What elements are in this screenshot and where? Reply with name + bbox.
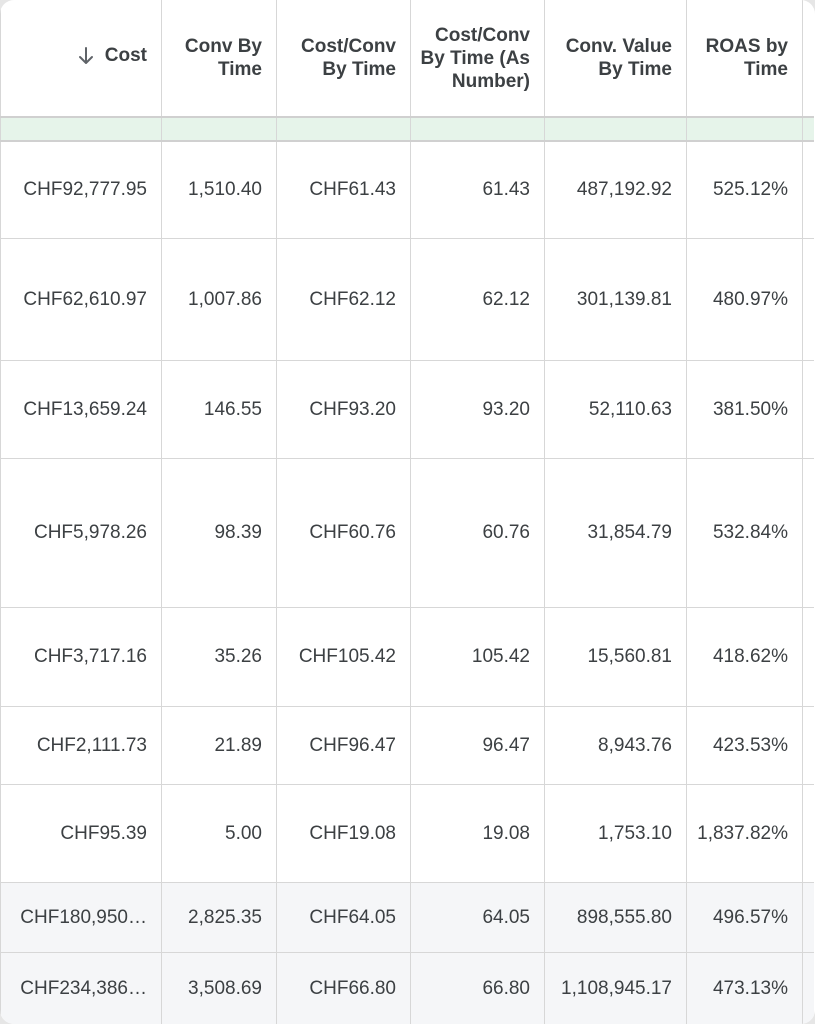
cell-conv-by-time: 35.26 — [161, 607, 277, 707]
cell-cost: CHF3,717.16 — [0, 607, 162, 707]
column-header-cost[interactable]: Cost — [0, 0, 162, 118]
cell-cost-per-conv: CHF60.76 — [276, 458, 411, 608]
cell-spacer — [802, 784, 814, 883]
total-row[interactable]: CHF234,386… 3,508.69 CHF66.80 66.80 1,108,94… — [0, 952, 814, 1024]
cell-cost-per-conv-number: 64.05 — [410, 882, 545, 953]
column-header-label: ROAS by Time — [705, 36, 788, 80]
cell-roas: 496.57% — [686, 882, 803, 953]
cell-conv-value: 487,192.92 — [544, 141, 687, 239]
cell-cost: CHF234,386… — [0, 952, 162, 1024]
table-row[interactable]: CHF62,610.97 1,007.86 CHF62.12 62.12 301,139… — [0, 238, 814, 361]
column-header-conv-by-time[interactable]: Conv By Time — [161, 0, 277, 118]
cell-spacer — [802, 706, 814, 785]
column-header-cost-per-conv-as-number[interactable]: Cost/Conv By Time (As Number) — [410, 0, 545, 118]
sort-descending-icon[interactable] — [77, 46, 95, 66]
cell-cost-per-conv: CHF64.05 — [276, 882, 411, 953]
table-row[interactable]: CHF92,777.95 1,510.40 CHF61.43 61.43 487,192… — [0, 141, 814, 239]
column-header-conv-value-by-time[interactable]: Conv. Value By Time — [544, 0, 687, 118]
cell-roas: 480.97% — [686, 238, 803, 361]
cell-roas: 381.50% — [686, 360, 803, 459]
cell-conv-by-time: 3,508.69 — [161, 952, 277, 1024]
cell-roas: 525.12% — [686, 141, 803, 239]
cell-cost-per-conv-number: 93.20 — [410, 360, 545, 459]
cell-cost: CHF62,610.97 — [0, 238, 162, 361]
cell-roas: 423.53% — [686, 706, 803, 785]
cell-cost-per-conv: CHF61.43 — [276, 141, 411, 239]
highlight-row — [0, 117, 814, 142]
cell-conv-by-time: 146.55 — [161, 360, 277, 459]
cell-conv-by-time: 98.39 — [161, 458, 277, 608]
cell-conv-by-time: 2,825.35 — [161, 882, 277, 953]
cell-spacer — [802, 238, 814, 361]
cell-cost: CHF180,950… — [0, 882, 162, 953]
cell-cost-per-conv-number: 62.12 — [410, 238, 545, 361]
column-header-label: Cost/Conv By Time — [301, 36, 396, 80]
cell-conv-value: 15,560.81 — [544, 607, 687, 707]
cell-cost-per-conv-number: 105.42 — [410, 607, 545, 707]
cell-cost: CHF95.39 — [0, 784, 162, 883]
cell-cost-per-conv: CHF93.20 — [276, 360, 411, 459]
table-row[interactable]: CHF3,717.16 35.26 CHF105.42 105.42 15,560.81… — [0, 607, 814, 707]
cell-spacer — [802, 607, 814, 707]
header-row: Cost Conv By Time Cost/Conv By Time Cost… — [0, 0, 814, 118]
cell-conv-value: 1,753.10 — [544, 784, 687, 883]
cell-spacer — [802, 360, 814, 459]
cell-roas: 1,837.82% — [686, 784, 803, 883]
cell-spacer — [802, 952, 814, 1024]
column-header-label: Conv By Time — [184, 36, 262, 80]
cell-conv-by-time: 5.00 — [161, 784, 277, 883]
cell-cost-per-conv-number: 61.43 — [410, 141, 545, 239]
cell-spacer — [802, 141, 814, 239]
cell-conv-by-time: 21.89 — [161, 706, 277, 785]
cell-spacer — [802, 882, 814, 953]
total-row[interactable]: CHF180,950… 2,825.35 CHF64.05 64.05 898,555.… — [0, 882, 814, 953]
cell-cost-per-conv: CHF105.42 — [276, 607, 411, 707]
cell-cost-per-conv-number: 60.76 — [410, 458, 545, 608]
column-header-roas-by-time[interactable]: ROAS by Time — [686, 0, 803, 118]
column-header-label: Cost/Conv By Time (As Number) — [420, 24, 530, 92]
cell-roas: 473.13% — [686, 952, 803, 1024]
cell-spacer — [802, 458, 814, 608]
cell-cost-per-conv: CHF19.08 — [276, 784, 411, 883]
cell-cost: CHF5,978.26 — [0, 458, 162, 608]
cell-conv-value: 8,943.76 — [544, 706, 687, 785]
column-spacer — [802, 0, 814, 118]
cell-conv-by-time: 1,007.86 — [161, 238, 277, 361]
cell-cost-per-conv-number: 96.47 — [410, 706, 545, 785]
cell-cost-per-conv-number: 19.08 — [410, 784, 545, 883]
cell-cost-per-conv: CHF62.12 — [276, 238, 411, 361]
cell-cost-per-conv-number: 66.80 — [410, 952, 545, 1024]
cell-conv-by-time: 1,510.40 — [161, 141, 277, 239]
column-header-cost-per-conv-by-time[interactable]: Cost/Conv By Time — [276, 0, 411, 118]
cell-roas: 418.62% — [686, 607, 803, 707]
table-row[interactable]: CHF2,111.73 21.89 CHF96.47 96.47 8,943.76 423… — [0, 706, 814, 785]
cell-cost: CHF13,659.24 — [0, 360, 162, 459]
cell-conv-value: 31,854.79 — [544, 458, 687, 608]
column-header-label: Cost — [104, 45, 147, 67]
cell-conv-value: 301,139.81 — [544, 238, 687, 361]
cell-conv-value: 1,108,945.17 — [544, 952, 687, 1024]
table-row[interactable]: CHF13,659.24 146.55 CHF93.20 93.20 52,110.63… — [0, 360, 814, 459]
cell-cost-per-conv: CHF96.47 — [276, 706, 411, 785]
table-row[interactable]: CHF95.39 5.00 CHF19.08 19.08 1,753.10 1,837.8… — [0, 784, 814, 883]
cell-cost: CHF92,777.95 — [0, 141, 162, 239]
cell-conv-value: 52,110.63 — [544, 360, 687, 459]
cell-cost-per-conv: CHF66.80 — [276, 952, 411, 1024]
cell-roas: 532.84% — [686, 458, 803, 608]
table-row[interactable]: CHF5,978.26 98.39 CHF60.76 60.76 31,854.79 53… — [0, 458, 814, 608]
cell-cost: CHF2,111.73 — [0, 706, 162, 785]
column-header-label: Conv. Value By Time — [565, 36, 672, 80]
cell-conv-value: 898,555.80 — [544, 882, 687, 953]
